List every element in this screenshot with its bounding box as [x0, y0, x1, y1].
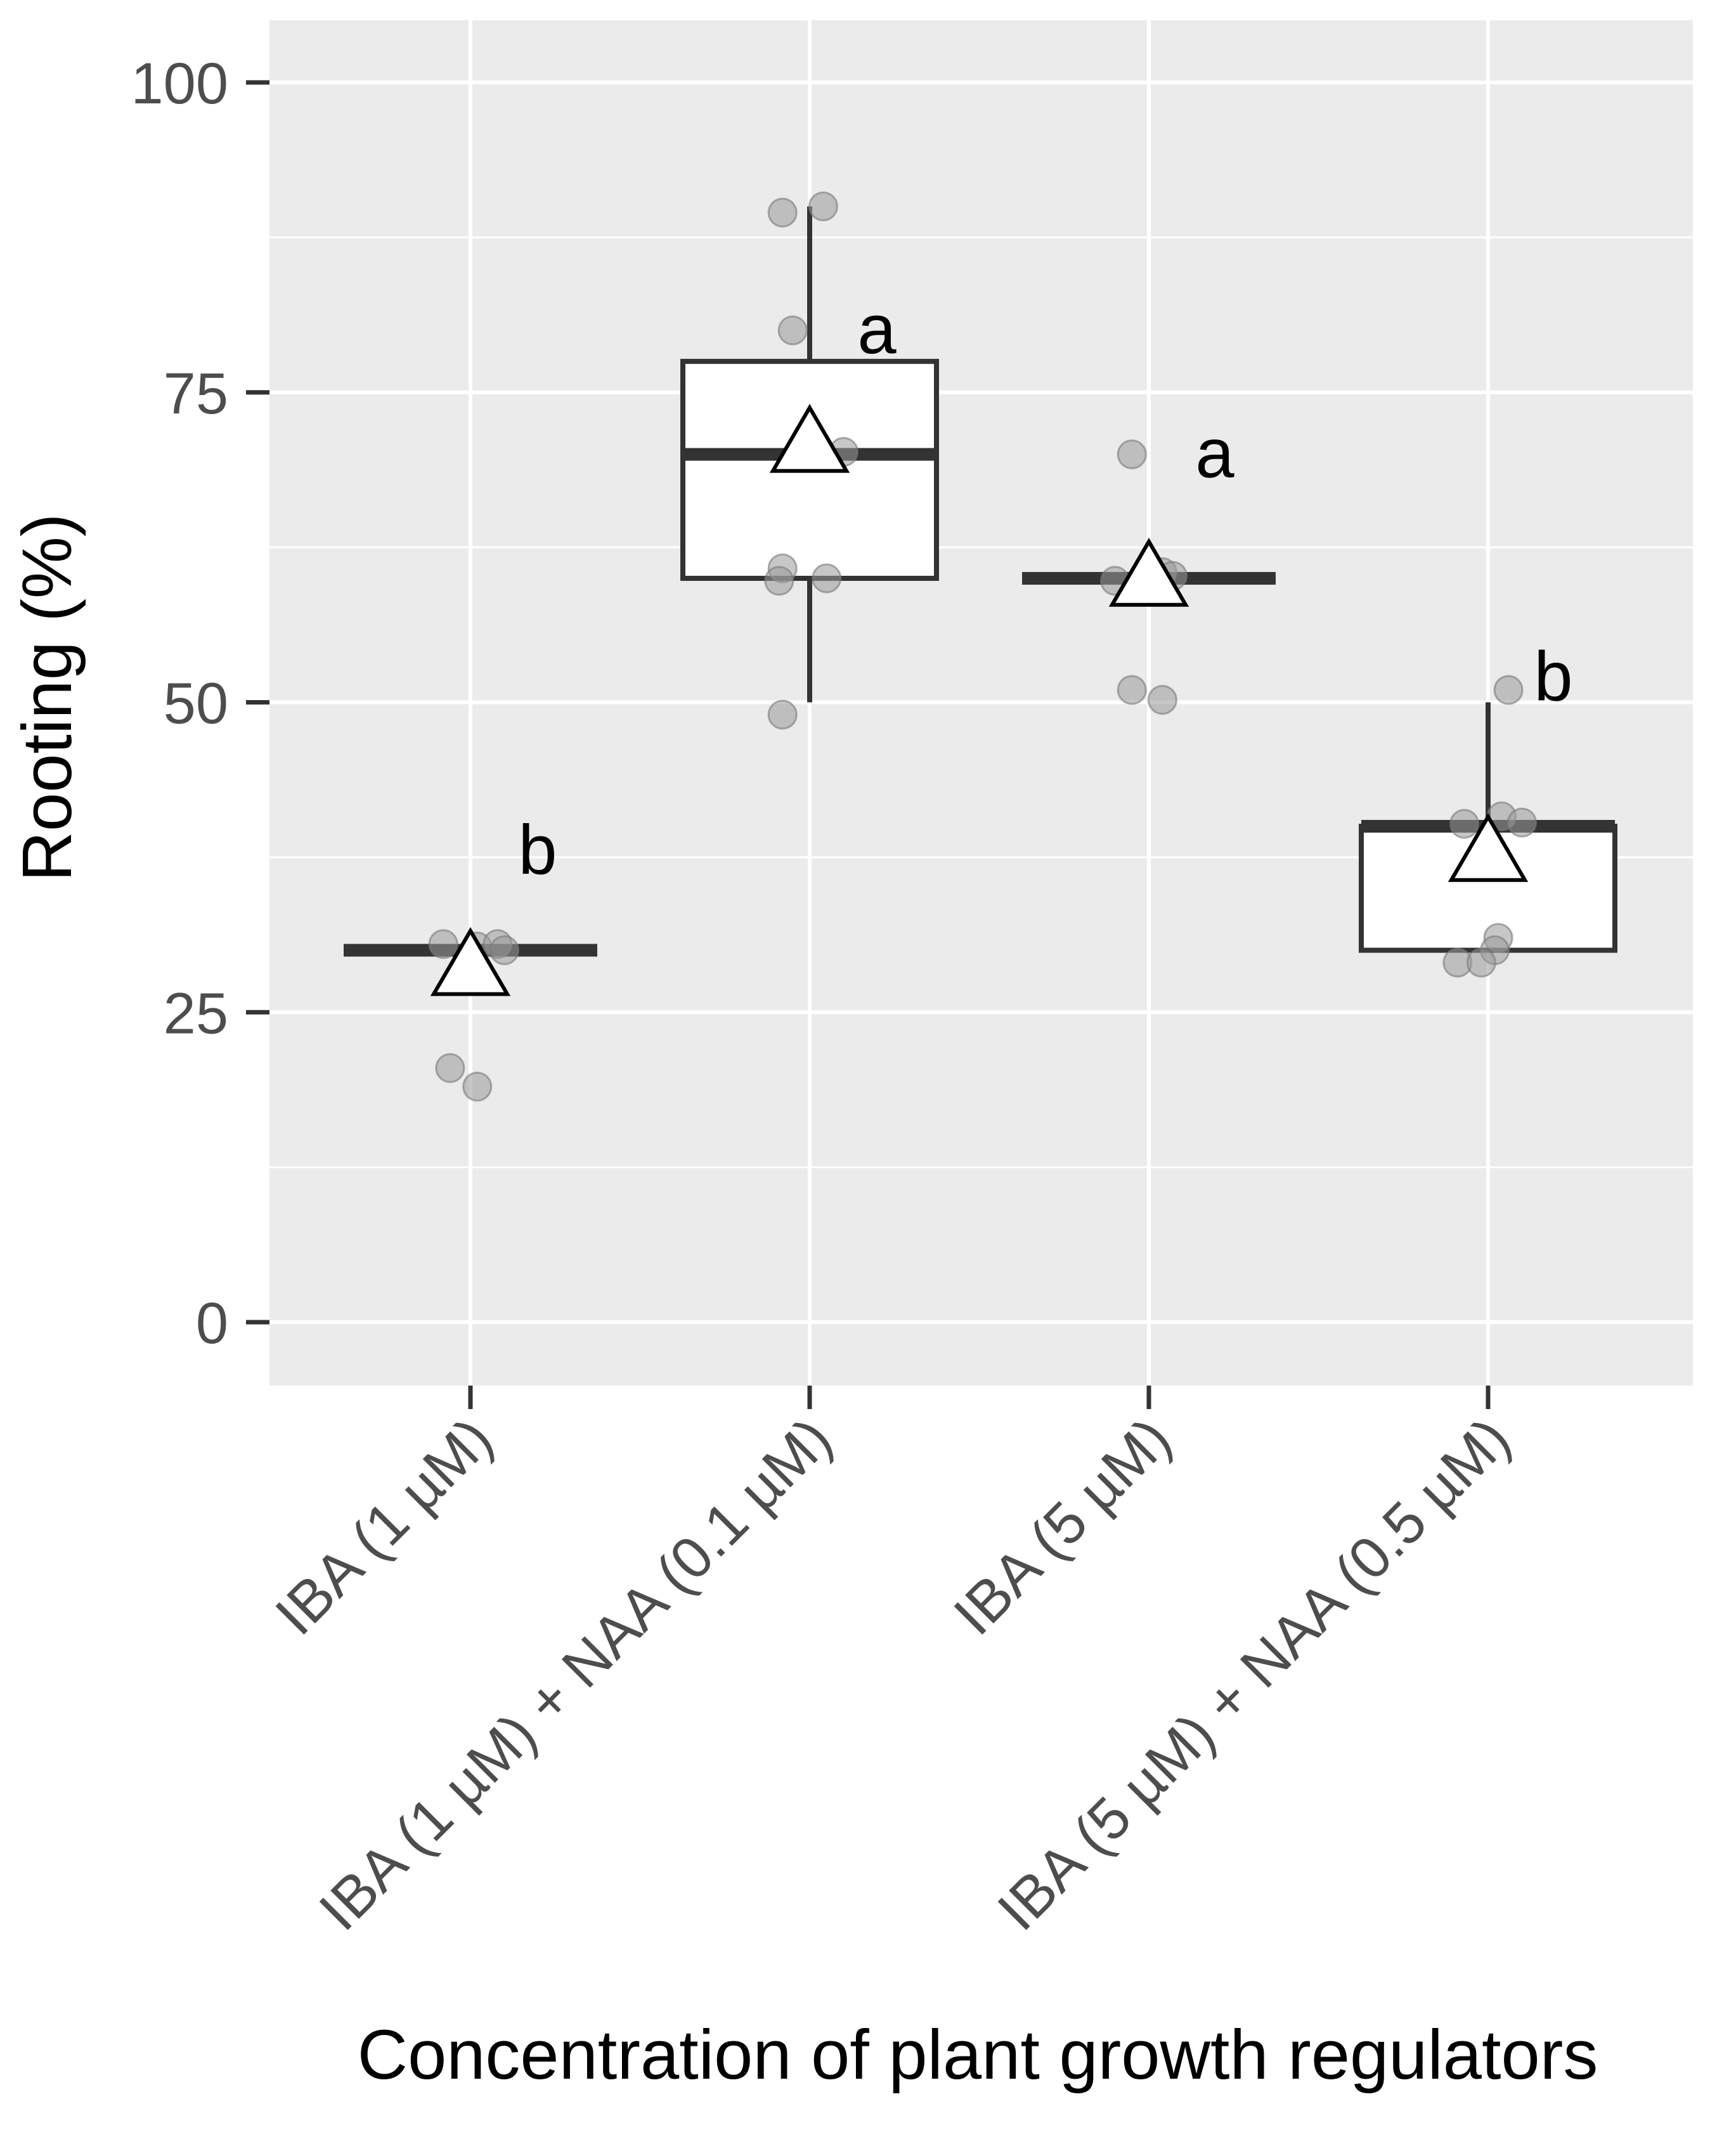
- data-point: [1147, 685, 1177, 715]
- data-point: [777, 315, 808, 346]
- data-point: [489, 935, 519, 965]
- significance-letter: b: [518, 811, 557, 889]
- mean-marker: [769, 403, 850, 473]
- data-point: [812, 563, 842, 594]
- significance-letter: b: [1534, 637, 1572, 715]
- data-point: [462, 1072, 493, 1102]
- mean-marker: [1108, 538, 1189, 607]
- data-point: [808, 192, 838, 221]
- data-point: [1493, 675, 1524, 705]
- x-axis-title: Concentration of plant growth regulators: [358, 2016, 1598, 2094]
- data-point: [1117, 439, 1147, 469]
- y-axis-title: Rooting (%): [8, 514, 86, 882]
- data-point: [428, 929, 458, 959]
- y-tick-label: 75: [164, 361, 228, 426]
- data-point: [764, 566, 794, 596]
- mean-marker: [430, 926, 511, 996]
- y-tick-label: 25: [164, 981, 228, 1046]
- significance-letter: a: [857, 290, 897, 368]
- data-point: [767, 197, 798, 228]
- mean-marker: [1448, 813, 1529, 882]
- y-tick-label: 50: [164, 672, 228, 736]
- y-tick-label: 0: [196, 1291, 228, 1356]
- data-point: [1507, 807, 1537, 838]
- data-point: [767, 699, 798, 730]
- data-point: [435, 1053, 465, 1083]
- data-point: [1117, 675, 1147, 705]
- data-point: [1466, 947, 1496, 978]
- data-point: [1449, 809, 1480, 839]
- y-tick-label: 100: [131, 51, 229, 116]
- significance-letter: a: [1195, 415, 1234, 493]
